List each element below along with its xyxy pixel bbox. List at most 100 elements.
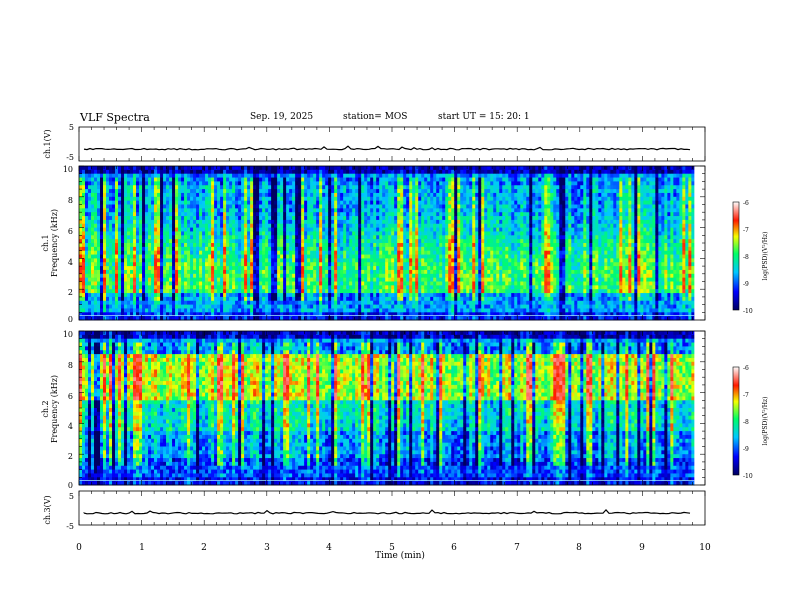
spectrogram-cell — [382, 289, 386, 294]
spectrogram-cell — [127, 246, 131, 252]
spectrogram-cell — [217, 192, 221, 198]
spectrogram-cell — [244, 281, 248, 286]
spectrogram-cell — [139, 304, 143, 309]
spectrogram-cell — [412, 246, 416, 252]
spectrogram-cell — [115, 250, 119, 255]
spectrogram-cell — [358, 212, 362, 217]
spectrogram-cell — [244, 293, 248, 298]
spectrogram-cell — [301, 262, 305, 267]
spectrogram-cell — [376, 273, 380, 279]
spectrogram-cell — [157, 196, 161, 202]
spectrogram-cell — [274, 181, 278, 186]
spectrogram-cell — [295, 273, 299, 279]
spectrogram-cell — [235, 316, 239, 321]
spectrogram-cell — [88, 189, 92, 194]
spectrogram-cell — [307, 254, 311, 259]
spectrogram-cell — [337, 200, 341, 205]
spectrogram-cell — [142, 219, 146, 225]
spectrogram-cell — [421, 250, 425, 255]
spectrogram-cell — [328, 219, 332, 225]
spectrogram-cell — [145, 169, 149, 175]
spectrogram-cell — [442, 204, 446, 209]
spectrogram-cell — [271, 231, 275, 236]
spectrogram-cell — [274, 250, 278, 255]
spectrogram-cell — [250, 219, 254, 225]
spectrogram-cell — [403, 266, 407, 271]
spectrogram-cell — [445, 308, 449, 313]
spectrogram-cell — [136, 293, 140, 298]
spectrogram-cell — [103, 204, 107, 209]
spectrogram-cell — [169, 169, 173, 175]
spectrogram-cell — [289, 166, 293, 171]
spectrogram-cell — [106, 189, 110, 194]
spectrogram-cell — [292, 293, 296, 298]
spectrogram-cell — [175, 216, 179, 221]
spectrogram-cell — [358, 173, 362, 178]
spectrogram-cell — [310, 254, 314, 259]
spectrogram-cell — [400, 285, 404, 290]
spectrogram-cell — [106, 269, 110, 275]
spectrogram-cell — [424, 177, 428, 182]
spectrogram-cell — [280, 181, 284, 186]
spectrogram-cell — [277, 231, 281, 236]
spectrogram-cell — [130, 208, 134, 213]
spectrogram-cell — [196, 258, 200, 263]
spectrogram-cell — [223, 166, 227, 171]
spectrogram-cell — [445, 262, 449, 267]
spectrogram-cell — [298, 216, 302, 221]
spectrogram-cell — [226, 185, 230, 190]
spectrogram-cell — [367, 192, 371, 198]
spectrogram-cell — [82, 312, 86, 317]
spectrogram-cell — [391, 293, 395, 298]
spectrogram-cell — [250, 177, 254, 182]
spectrogram-cell — [241, 243, 245, 248]
spectrogram-cell — [373, 308, 377, 313]
spectrogram-cell — [292, 277, 296, 282]
spectrogram-cell — [190, 204, 194, 209]
spectrogram-cell — [169, 243, 173, 248]
spectrogram-cell — [133, 177, 137, 182]
spectrogram-cell — [430, 312, 434, 317]
spectrogram-cell — [289, 254, 293, 259]
spectrogram-cell — [448, 196, 452, 202]
spectrogram-cell — [271, 281, 275, 286]
spectrogram-cell — [280, 189, 284, 194]
spectrogram-cell — [361, 169, 365, 175]
spectrogram-cell — [346, 312, 350, 317]
spectrogram-cell — [358, 296, 362, 302]
spectrogram-cell — [286, 223, 290, 228]
spectrogram-cell — [439, 269, 443, 275]
spectrogram-cell — [367, 254, 371, 259]
spectrogram-cell — [427, 250, 431, 255]
spectrogram-cell — [79, 204, 83, 209]
spectrogram-cell — [235, 273, 239, 279]
spectrogram-cell — [109, 250, 113, 255]
spectrogram-cell — [145, 289, 149, 294]
spectrogram-cell — [166, 258, 170, 263]
spectrogram-cell — [385, 281, 389, 286]
spectrogram-cell — [340, 312, 344, 317]
spectrogram-cell — [298, 200, 302, 205]
spectrogram-cell — [211, 227, 215, 232]
spectrogram-cell — [232, 308, 236, 313]
spectrogram-cell — [376, 285, 380, 290]
spectrogram-cell — [295, 300, 299, 305]
spectrogram-cell — [151, 231, 155, 236]
spectrogram-cell — [337, 308, 341, 313]
spectrogram-cell — [433, 208, 437, 213]
spectrogram-cell — [223, 273, 227, 279]
spectrogram-cell — [193, 169, 197, 175]
spectrogram-cell — [196, 285, 200, 290]
spectrogram-cell — [187, 216, 191, 221]
spectrogram-cell — [109, 273, 113, 279]
spectrogram-cell — [319, 212, 323, 217]
spectrogram-cell — [127, 208, 131, 213]
spectrogram-cell — [433, 219, 437, 225]
spectrogram-cell — [181, 308, 185, 313]
spectrogram-cell — [244, 177, 248, 182]
spectrogram-cell — [283, 277, 287, 282]
spectrogram-cell — [436, 258, 440, 263]
spectrogram-cell — [412, 177, 416, 182]
spectrogram-cell — [118, 177, 122, 182]
spectrogram-cell — [223, 173, 227, 178]
